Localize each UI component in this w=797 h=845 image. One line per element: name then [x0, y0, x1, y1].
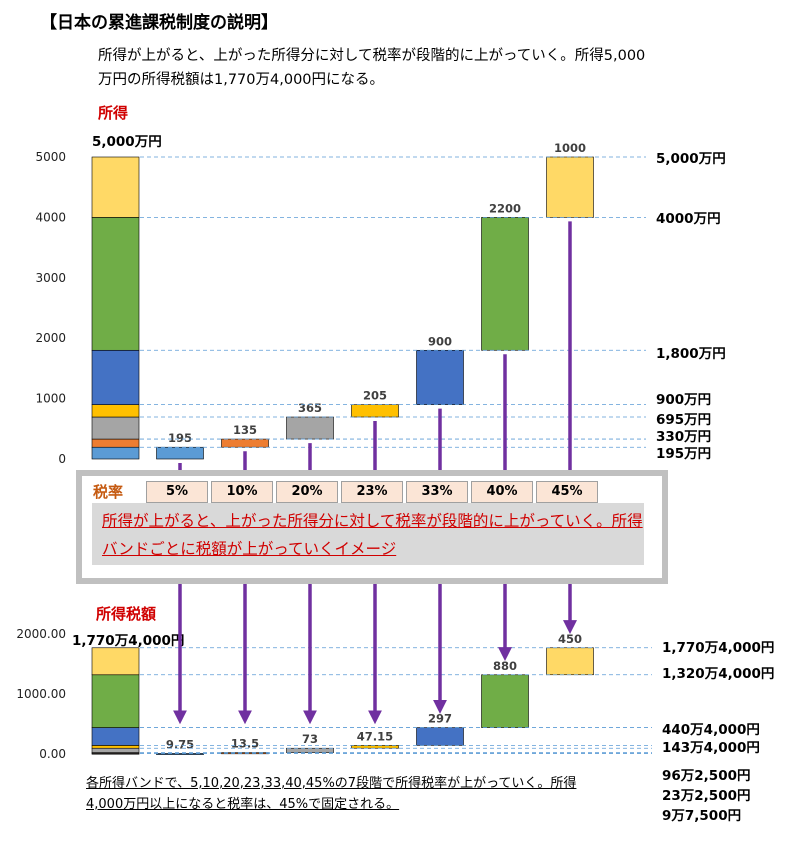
data-label: 1000 — [554, 141, 586, 155]
right-label: 695万円 — [656, 412, 711, 428]
waterfall-bar — [286, 747, 334, 753]
waterfall-bar — [286, 416, 334, 440]
y-tick-label: 2000.00 — [16, 627, 66, 641]
right-label: 4000万円 — [656, 211, 721, 227]
y-tick-label: 2000 — [35, 331, 66, 345]
data-label: 9.75 — [166, 737, 194, 751]
waterfall-bar — [546, 647, 594, 676]
right-label: 23万2,500円 — [662, 788, 751, 804]
stack-segment — [91, 416, 140, 440]
stack-segment — [91, 217, 140, 351]
stack-segment — [91, 727, 140, 746]
right-label: 9万7,500円 — [662, 808, 741, 824]
bottom-total-label: 1,770万4,000円 — [72, 633, 185, 649]
data-label: 195 — [168, 431, 192, 445]
stack-segment — [91, 404, 140, 418]
y-tick-label: 5000 — [35, 150, 66, 164]
right-label: 1,320万4,000円 — [662, 666, 774, 682]
waterfall-bar — [481, 674, 529, 728]
data-label: 47.15 — [357, 729, 393, 743]
top-chart-label: 所得 — [98, 104, 129, 122]
stack-segment — [91, 747, 140, 753]
y-tick-label: 3000 — [35, 271, 66, 285]
top-total-label: 5,000万円 — [92, 134, 162, 150]
y-tick-label: 0.00 — [39, 747, 66, 761]
stack-segment — [91, 156, 140, 218]
waterfall-bar — [351, 404, 399, 418]
waterfall-bar — [221, 438, 269, 448]
right-label: 195万円 — [656, 446, 711, 462]
data-label: 13.5 — [231, 737, 259, 751]
description: 所得が上がると、上がった所得分に対して税率が段階的に上がっていく。所得5,000… — [98, 48, 646, 88]
right-label: 440万4,000円 — [662, 722, 760, 738]
right-label: 330万円 — [656, 429, 711, 445]
y-tick-label: 0 — [58, 452, 66, 466]
data-label: 880 — [493, 659, 517, 673]
page-title: 【日本の累進課税制度の説明】 — [40, 13, 278, 33]
rate-cell: 40% — [471, 481, 533, 503]
stack-segment — [91, 438, 140, 448]
data-label: 2200 — [489, 201, 521, 215]
stack-segment — [91, 349, 140, 405]
stack-segment — [91, 647, 140, 676]
waterfall-bar — [156, 753, 204, 755]
waterfall-bar — [351, 745, 399, 749]
data-label: 365 — [298, 401, 322, 415]
y-tick-label: 1000.00 — [16, 687, 66, 701]
y-tick-label: 4000 — [35, 210, 66, 224]
right-label: 1,800万円 — [656, 346, 726, 362]
rate-cell: 33% — [406, 481, 468, 503]
waterfall-bar — [416, 349, 464, 405]
data-label: 450 — [558, 632, 582, 646]
data-label: 73 — [302, 732, 318, 746]
stack-segment — [91, 446, 140, 460]
waterfall-bar — [481, 217, 529, 351]
box-note: 所得が上がると、上がった所得分に対して税率が段階的に上がっていく。所得バンドごと… — [92, 503, 644, 565]
data-label: 297 — [428, 712, 452, 726]
right-label: 5,000万円 — [656, 151, 726, 167]
data-label: 205 — [363, 389, 387, 403]
waterfall-bar — [156, 446, 204, 460]
bottom-note: 各所得バンドで、5,10,20,23,33,40,45%の7段階で所得税率が上が… — [86, 776, 577, 812]
rate-cell: 20% — [276, 481, 338, 503]
rate-cell: 23% — [341, 481, 403, 503]
data-label: 900 — [428, 334, 452, 348]
stack-segment — [91, 674, 140, 728]
waterfall-bar — [416, 727, 464, 746]
right-label: 96万2,500円 — [662, 768, 751, 784]
bottom-chart-label: 所得税額 — [96, 605, 157, 623]
right-label: 1,770万4,000円 — [662, 640, 774, 656]
rate-label: 税率 — [93, 483, 124, 501]
data-label: 135 — [233, 423, 257, 437]
rate-cell: 45% — [536, 481, 598, 503]
rate-cell: 10% — [211, 481, 273, 503]
stack-segment — [91, 745, 140, 749]
right-label: 143万4,000円 — [662, 740, 760, 756]
y-tick-label: 1000 — [35, 392, 66, 406]
right-label: 900万円 — [656, 392, 711, 408]
waterfall-bar — [546, 156, 594, 218]
rate-cell: 5% — [146, 481, 208, 503]
